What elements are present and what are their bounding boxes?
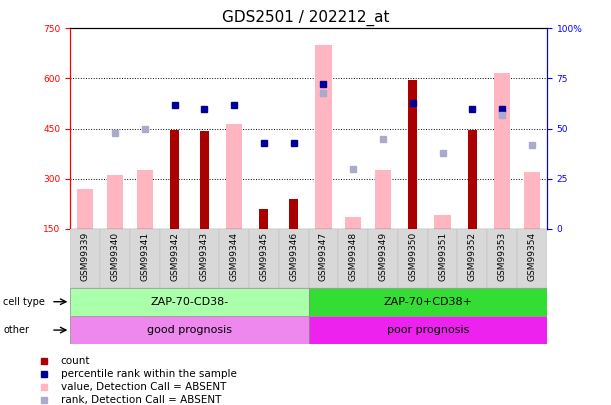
Text: GSM99354: GSM99354 <box>527 232 536 281</box>
Bar <box>260 209 268 229</box>
Text: cell type: cell type <box>3 297 45 307</box>
Bar <box>494 73 510 229</box>
Text: GSM99341: GSM99341 <box>141 232 149 281</box>
Bar <box>130 229 159 288</box>
Text: count: count <box>61 356 90 366</box>
Bar <box>226 124 243 229</box>
Bar <box>517 229 547 288</box>
Bar <box>338 229 368 288</box>
Bar <box>309 316 547 344</box>
Bar <box>524 172 540 229</box>
Text: GSM99352: GSM99352 <box>468 232 477 281</box>
Text: GSM99348: GSM99348 <box>349 232 357 281</box>
Text: rank, Detection Call = ABSENT: rank, Detection Call = ABSENT <box>61 395 221 405</box>
Text: GSM99349: GSM99349 <box>379 232 387 281</box>
Bar <box>200 131 209 229</box>
Text: GDS2501 / 202212_at: GDS2501 / 202212_at <box>222 10 389 26</box>
Text: GSM99350: GSM99350 <box>408 232 417 281</box>
Text: GSM99345: GSM99345 <box>260 232 268 281</box>
Bar <box>398 229 428 288</box>
Bar <box>458 229 488 288</box>
Bar <box>189 229 219 288</box>
Bar <box>70 316 309 344</box>
Bar <box>136 171 153 229</box>
Bar <box>219 229 249 288</box>
Bar <box>315 45 332 229</box>
Bar <box>428 229 458 288</box>
Bar <box>309 288 547 316</box>
Text: GSM99339: GSM99339 <box>81 232 90 281</box>
Bar <box>368 229 398 288</box>
Bar <box>345 217 362 229</box>
Text: GSM99351: GSM99351 <box>438 232 447 281</box>
Text: good prognosis: good prognosis <box>147 325 232 335</box>
Text: poor prognosis: poor prognosis <box>387 325 469 335</box>
Text: other: other <box>3 325 29 335</box>
Bar <box>70 229 100 288</box>
Bar <box>77 189 93 229</box>
Text: GSM99342: GSM99342 <box>170 232 179 281</box>
Text: ZAP-70+CD38+: ZAP-70+CD38+ <box>383 297 472 307</box>
Bar <box>375 171 391 229</box>
Bar <box>249 229 279 288</box>
Bar <box>170 130 179 229</box>
Bar <box>100 229 130 288</box>
Bar <box>408 80 417 229</box>
Bar <box>70 288 309 316</box>
Bar <box>289 199 298 229</box>
Text: percentile rank within the sample: percentile rank within the sample <box>61 369 236 379</box>
Text: value, Detection Call = ABSENT: value, Detection Call = ABSENT <box>61 382 226 392</box>
Bar <box>279 229 309 288</box>
Text: GSM99347: GSM99347 <box>319 232 328 281</box>
Text: GSM99346: GSM99346 <box>289 232 298 281</box>
Bar <box>488 229 517 288</box>
Text: GSM99353: GSM99353 <box>498 232 507 281</box>
Text: GSM99344: GSM99344 <box>230 232 238 281</box>
Text: GSM99343: GSM99343 <box>200 232 209 281</box>
Bar <box>468 130 477 229</box>
Text: ZAP-70-CD38-: ZAP-70-CD38- <box>150 297 229 307</box>
Bar <box>434 215 451 229</box>
Bar <box>309 229 338 288</box>
Bar <box>107 175 123 229</box>
Text: GSM99340: GSM99340 <box>111 232 119 281</box>
Bar <box>159 229 189 288</box>
